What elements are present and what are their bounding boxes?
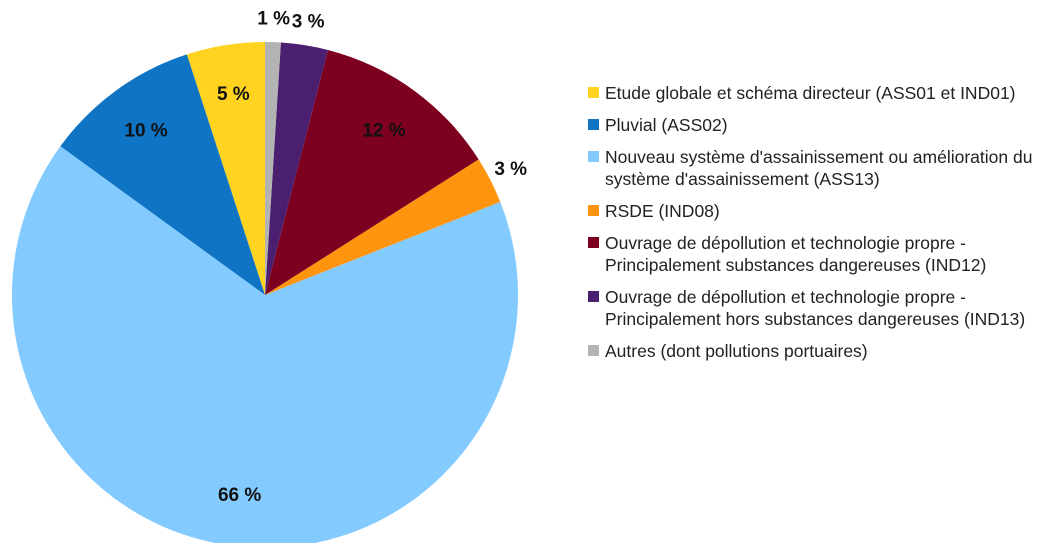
legend-swatch [588,205,599,216]
legend-entry: Etude globale et schéma directeur (ASS01… [588,82,1043,104]
legend-label: Ouvrage de dépollution et technologie pr… [605,287,1026,329]
legend-label: Ouvrage de dépollution et technologie pr… [605,233,987,275]
legend-swatch [588,119,599,130]
legend-swatch [588,87,599,98]
legend-swatch [588,151,599,162]
legend-label: Autres (dont pollutions portuaires) [605,341,868,361]
value-label: 66 % [218,485,261,506]
legend-label: RSDE (IND08) [605,201,720,221]
pie-slice [265,159,501,295]
legend-entry: Ouvrage de dépollution et technologie pr… [588,286,1043,330]
legend-entry: Autres (dont pollutions portuaires) [588,340,1043,362]
legend: Etude globale et schéma directeur (ASS01… [588,82,1043,372]
pie-slice [265,42,328,295]
pie-slice [12,146,518,543]
legend-label: Nouveau système d'assainissement ou amél… [605,147,1033,189]
value-label: 12 % [362,120,405,141]
value-label: 3 % [494,159,527,180]
legend-entry: Pluvial (ASS02) [588,114,1043,136]
legend-entry: Nouveau système d'assainissement ou amél… [588,146,1043,190]
pie-slice [265,49,479,296]
legend-swatch [588,237,599,248]
legend-label: Pluvial (ASS02) [605,115,728,135]
value-label: 5 % [217,84,250,105]
value-label: 10 % [124,120,167,141]
pie-slice [186,42,265,295]
legend-entry: Ouvrage de dépollution et technologie pr… [588,232,1043,276]
legend-label: Etude globale et schéma directeur (ASS01… [605,83,1016,103]
value-label: 3 % [292,12,325,33]
legend-entry: RSDE (IND08) [588,200,1043,222]
legend-swatch [588,291,599,302]
value-label: 1 % [257,8,290,29]
pie-slice [60,54,266,295]
legend-swatch [588,345,599,356]
pie-slice [265,42,281,295]
